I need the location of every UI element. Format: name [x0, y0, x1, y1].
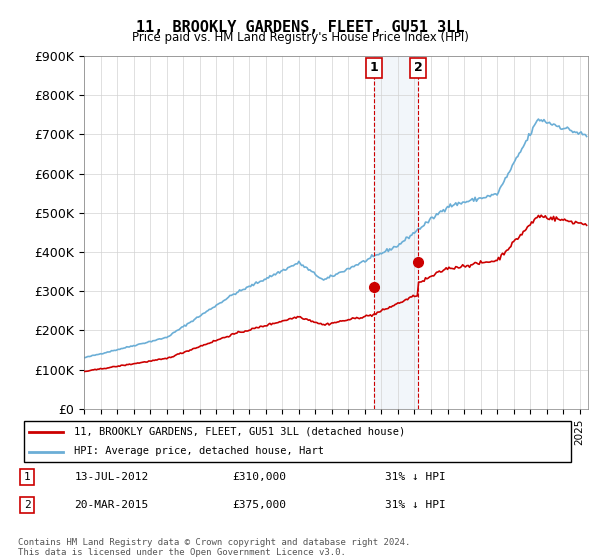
Text: 13-JUL-2012: 13-JUL-2012	[74, 472, 149, 482]
Text: 1: 1	[23, 472, 31, 482]
FancyBboxPatch shape	[23, 421, 571, 462]
Text: 31% ↓ HPI: 31% ↓ HPI	[385, 500, 445, 510]
Text: Price paid vs. HM Land Registry's House Price Index (HPI): Price paid vs. HM Land Registry's House …	[131, 31, 469, 44]
Text: HPI: Average price, detached house, Hart: HPI: Average price, detached house, Hart	[74, 446, 325, 456]
Text: Contains HM Land Registry data © Crown copyright and database right 2024.
This d: Contains HM Land Registry data © Crown c…	[18, 538, 410, 557]
Bar	[374, 56, 418, 409]
Text: £375,000: £375,000	[232, 500, 286, 510]
Text: 31% ↓ HPI: 31% ↓ HPI	[385, 472, 445, 482]
Text: 11, BROOKLY GARDENS, FLEET, GU51 3LL (detached house): 11, BROOKLY GARDENS, FLEET, GU51 3LL (de…	[74, 427, 406, 437]
Text: 20-MAR-2015: 20-MAR-2015	[74, 500, 149, 510]
Text: £310,000: £310,000	[232, 472, 286, 482]
Text: 2: 2	[414, 61, 422, 74]
Text: 1: 1	[370, 61, 378, 74]
Text: 2: 2	[23, 500, 31, 510]
Text: 11, BROOKLY GARDENS, FLEET, GU51 3LL: 11, BROOKLY GARDENS, FLEET, GU51 3LL	[136, 20, 464, 35]
